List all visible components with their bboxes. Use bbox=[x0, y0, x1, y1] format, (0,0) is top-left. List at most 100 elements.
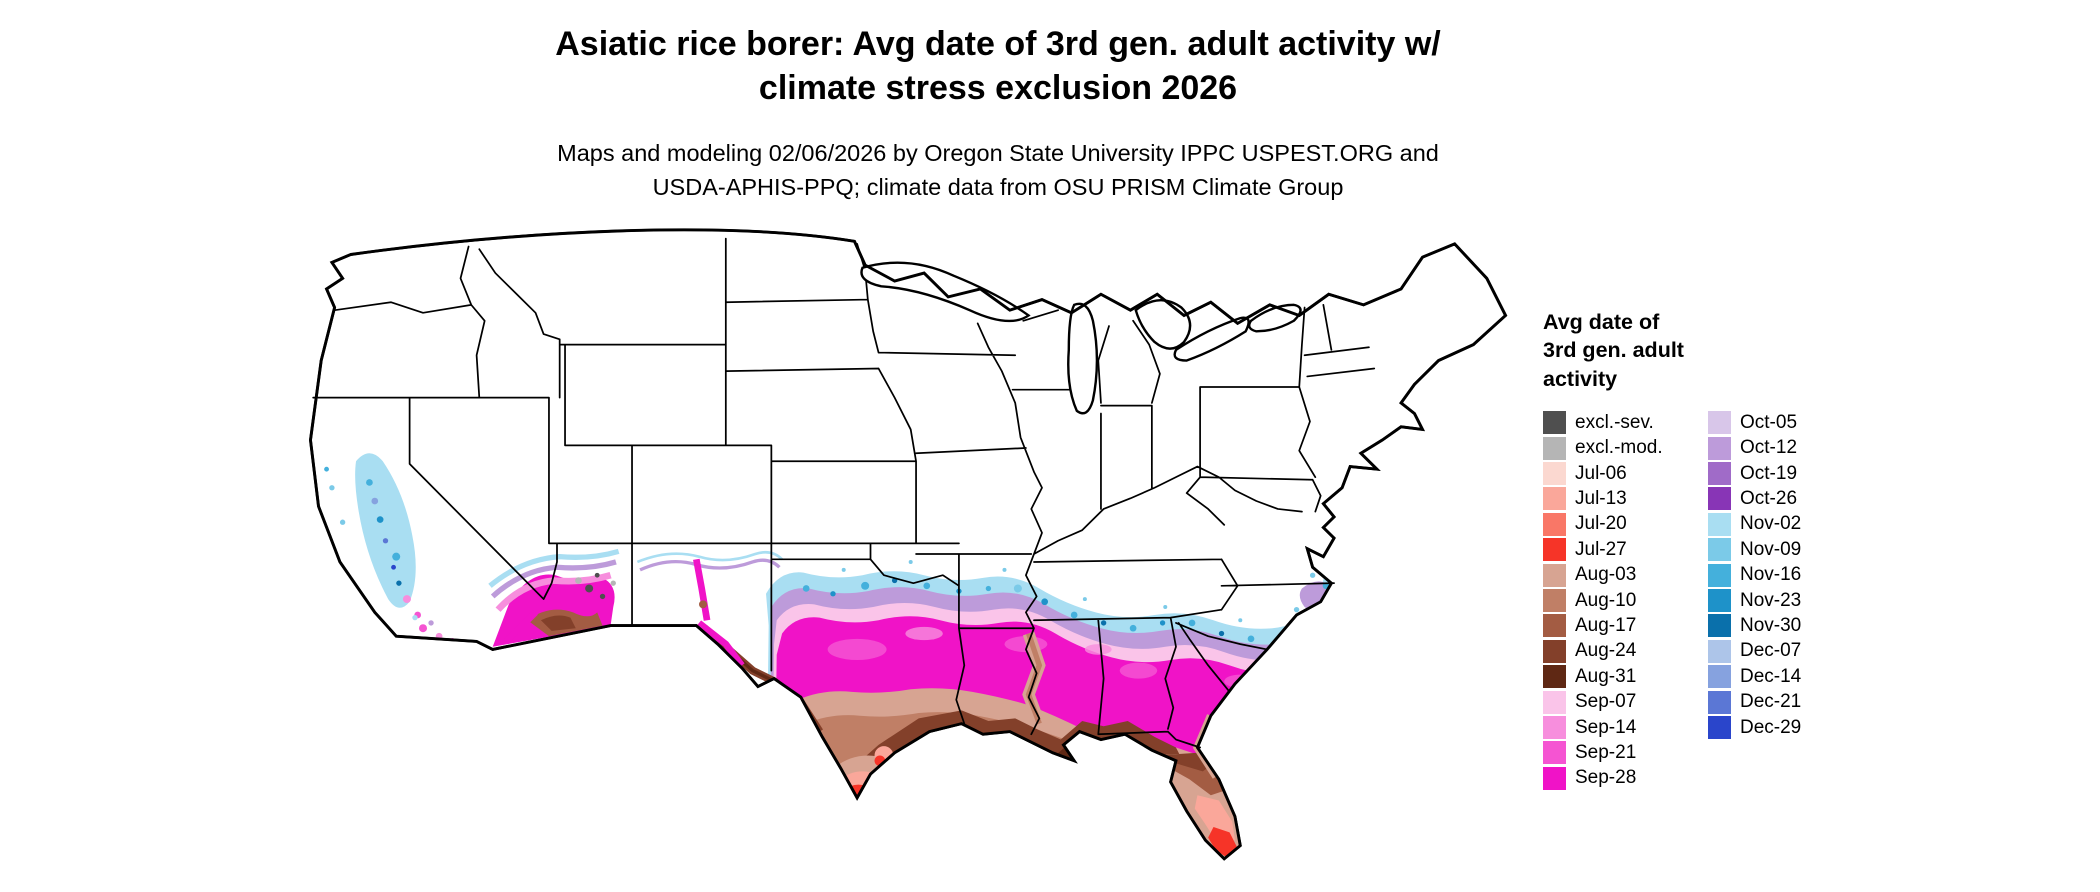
legend-item: Aug-03 bbox=[1543, 562, 1708, 587]
legend-label: Nov-02 bbox=[1740, 513, 1802, 535]
legend-swatch bbox=[1543, 741, 1566, 765]
legend-swatch bbox=[1543, 538, 1566, 562]
legend-column-1: excl.-sev. excl.-mod. Jul-06 Jul-13 Jul-… bbox=[1543, 410, 1708, 791]
legend-item: Aug-24 bbox=[1543, 639, 1708, 664]
legend-item: Sep-07 bbox=[1543, 689, 1708, 714]
map-subtitle: Maps and modeling 02/06/2026 by Oregon S… bbox=[0, 136, 1996, 204]
legend-label: Dec-21 bbox=[1740, 691, 1802, 713]
map-subtitle-line2: USDA-APHIS-PPQ; climate data from OSU PR… bbox=[652, 174, 1344, 201]
legend-swatch bbox=[1708, 716, 1731, 739]
legend-label: Aug-03 bbox=[1575, 564, 1637, 586]
legend-swatch bbox=[1543, 487, 1566, 511]
legend-swatch bbox=[1708, 487, 1731, 511]
legend-swatch bbox=[1708, 665, 1731, 689]
map-subtitle-line1: Maps and modeling 02/06/2026 by Oregon S… bbox=[557, 140, 1439, 167]
legend-swatch bbox=[1708, 563, 1731, 587]
legend-swatch bbox=[1543, 716, 1566, 739]
legend-swatch bbox=[1543, 766, 1566, 790]
legend-item: Nov-02 bbox=[1708, 512, 1801, 537]
map-panel bbox=[281, 228, 1527, 884]
lake-erie bbox=[1173, 316, 1250, 362]
legend-swatch bbox=[1543, 589, 1566, 613]
legend-label: Jul-13 bbox=[1575, 487, 1627, 509]
legend-label: Aug-17 bbox=[1575, 614, 1637, 636]
legend-swatch bbox=[1708, 589, 1731, 613]
legend-label: Nov-23 bbox=[1740, 589, 1802, 611]
legend-item: Sep-28 bbox=[1543, 766, 1708, 791]
legend-swatch bbox=[1543, 436, 1566, 460]
legend-label: excl.-sev. bbox=[1575, 411, 1654, 433]
legend-item: Aug-31 bbox=[1543, 664, 1708, 689]
map-title-line1: Asiatic rice borer: Avg date of 3rd gen.… bbox=[555, 25, 1441, 63]
legend-label: Jul-20 bbox=[1575, 513, 1627, 535]
legend-label: Sep-07 bbox=[1575, 691, 1637, 713]
legend-item: excl.-mod. bbox=[1543, 436, 1708, 461]
legend-label: Dec-29 bbox=[1740, 716, 1802, 738]
legend-label: Oct-26 bbox=[1740, 487, 1798, 509]
map-title-line2: climate stress exclusion 2026 bbox=[758, 69, 1238, 108]
legend-swatch bbox=[1708, 614, 1731, 638]
legend-label: Aug-31 bbox=[1575, 665, 1637, 687]
legend-item: Nov-30 bbox=[1708, 613, 1801, 638]
legend-item: Aug-17 bbox=[1543, 613, 1708, 638]
legend-label: Dec-14 bbox=[1740, 665, 1802, 687]
state-boundaries bbox=[312, 237, 1376, 749]
legend-item: Aug-10 bbox=[1543, 588, 1708, 613]
legend-swatch bbox=[1543, 462, 1566, 486]
us-map bbox=[309, 228, 1508, 861]
legend-swatch bbox=[1543, 639, 1566, 663]
legend-swatch bbox=[1543, 614, 1566, 638]
legend-label: Sep-21 bbox=[1575, 741, 1637, 763]
legend-item: Nov-23 bbox=[1708, 588, 1801, 613]
legend-label: Jul-06 bbox=[1575, 462, 1627, 484]
legend-item: Oct-26 bbox=[1708, 486, 1801, 511]
legend-swatch bbox=[1708, 411, 1731, 435]
legend-swatch bbox=[1708, 436, 1731, 460]
legend-item: Jul-20 bbox=[1543, 512, 1708, 537]
map-legend: Avg date of 3rd gen. adult activity excl… bbox=[1543, 308, 1801, 791]
legend-label: Nov-16 bbox=[1740, 564, 1802, 586]
legend-title: Avg date of 3rd gen. adult activity bbox=[1543, 310, 1684, 391]
page-header: Asiatic rice borer: Avg date of 3rd gen.… bbox=[0, 22, 1996, 205]
legend-label: Aug-10 bbox=[1575, 589, 1637, 611]
legend-label: excl.-mod. bbox=[1575, 437, 1663, 459]
lake-huron bbox=[1134, 299, 1192, 350]
legend-label: Oct-05 bbox=[1740, 411, 1798, 433]
legend-item: Oct-19 bbox=[1708, 461, 1801, 486]
legend-label: Aug-24 bbox=[1575, 640, 1637, 662]
legend-swatch bbox=[1708, 639, 1731, 663]
legend-label: Oct-12 bbox=[1740, 437, 1798, 459]
legend-item: Jul-27 bbox=[1543, 537, 1708, 562]
legend-item: Dec-14 bbox=[1708, 664, 1801, 689]
legend-item: Dec-21 bbox=[1708, 689, 1801, 714]
legend-label: Nov-09 bbox=[1740, 538, 1802, 560]
legend-swatch bbox=[1543, 690, 1566, 714]
legend-swatch bbox=[1708, 512, 1731, 536]
legend-item: Sep-14 bbox=[1543, 715, 1708, 740]
legend-swatch bbox=[1708, 690, 1731, 714]
legend-label: Sep-14 bbox=[1575, 716, 1637, 738]
legend-item: Jul-13 bbox=[1543, 486, 1708, 511]
legend-label: Sep-28 bbox=[1575, 767, 1637, 789]
legend-swatch bbox=[1543, 665, 1566, 689]
lake-michigan bbox=[1067, 302, 1099, 415]
legend-item: Nov-09 bbox=[1708, 537, 1801, 562]
legend-item: Dec-07 bbox=[1708, 639, 1801, 664]
legend-swatch bbox=[1543, 512, 1566, 536]
legend-swatch bbox=[1543, 563, 1566, 587]
legend-column-2: Oct-05 Oct-12 Oct-19 Oct-26 Nov-02 Nov-0… bbox=[1708, 410, 1801, 791]
legend-item: Oct-05 bbox=[1708, 410, 1801, 435]
legend-label: Jul-27 bbox=[1575, 538, 1627, 560]
legend-swatch bbox=[1708, 462, 1731, 486]
legend-label: Dec-07 bbox=[1740, 640, 1802, 662]
legend-item: Nov-16 bbox=[1708, 562, 1801, 587]
legend-item: Oct-12 bbox=[1708, 436, 1801, 461]
legend-swatch bbox=[1708, 538, 1731, 562]
legend-item: Dec-29 bbox=[1708, 715, 1801, 740]
legend-item: Sep-21 bbox=[1543, 740, 1708, 765]
legend-item: Jul-06 bbox=[1543, 461, 1708, 486]
legend-item: excl.-sev. bbox=[1543, 410, 1708, 435]
legend-label: Nov-30 bbox=[1740, 614, 1802, 636]
legend-swatch bbox=[1543, 411, 1566, 435]
legend-label: Oct-19 bbox=[1740, 462, 1798, 484]
